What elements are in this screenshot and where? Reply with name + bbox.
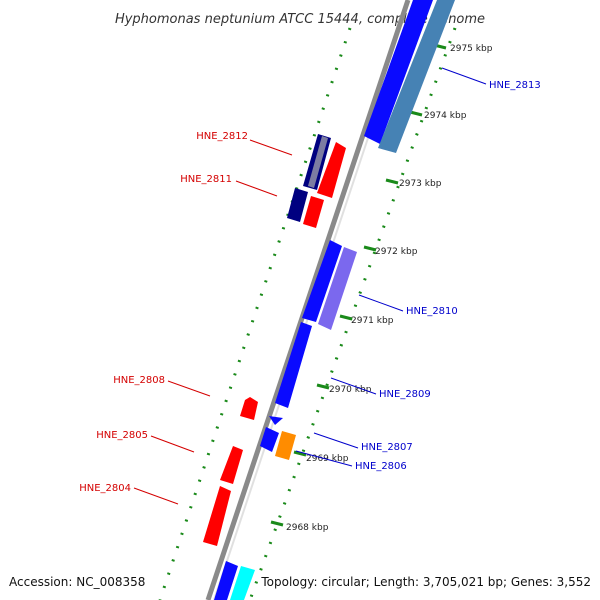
backbone-line xyxy=(205,0,411,600)
leader-line-HNE_2806 xyxy=(295,450,353,467)
feature-navy-HNE_2811[interactable] xyxy=(287,188,308,222)
leader-line-HNE_2808 xyxy=(167,380,211,397)
cds-forward-HNE_2807[interactable] xyxy=(260,427,279,452)
feature-orange-HNE_2806[interactable] xyxy=(275,431,296,460)
leader-line-HNE_2810 xyxy=(358,294,404,312)
gene-label-HNE_2813[interactable]: HNE_2813 xyxy=(489,80,541,91)
leader-line-HNE_2804 xyxy=(133,487,179,505)
kbp-label: 2975 kbp xyxy=(450,44,493,54)
kbp-label: 2971 kbp xyxy=(351,316,394,326)
cds-forward-bottom[interactable] xyxy=(214,561,238,600)
reverse-gene-labels: HNE_2812 HNE_2811 HNE_2808 HNE_2805 HNE_… xyxy=(79,131,248,494)
kbp-label: 2968 kbp xyxy=(286,523,329,533)
genome-summary-text: Topology: circular; Length: 3,705,021 bp… xyxy=(260,575,591,589)
cds-forward-HNE_2813[interactable] xyxy=(364,0,433,144)
leader-line-HNE_2811 xyxy=(235,180,278,197)
kbp-tick xyxy=(316,383,330,390)
kbp-tick xyxy=(339,314,353,321)
gene-label-HNE_2807[interactable]: HNE_2807 xyxy=(361,442,413,453)
cds-reverse-HNE_2804[interactable] xyxy=(203,486,231,546)
cds-forward-HNE_2809[interactable] xyxy=(275,322,312,408)
gene-label-HNE_2806[interactable]: HNE_2806 xyxy=(355,461,407,472)
cds-forward-small-HNE_2807[interactable] xyxy=(269,416,283,425)
kbp-label: 2974 kbp xyxy=(424,111,467,121)
gene-label-HNE_2804[interactable]: HNE_2804 xyxy=(79,483,131,494)
gene-label-HNE_2805[interactable]: HNE_2805 xyxy=(96,430,148,441)
reverse-strand-features xyxy=(203,134,346,546)
cds-reverse-HNE_2808[interactable] xyxy=(240,397,258,420)
accession-text: Accession: NC_008358 xyxy=(9,575,145,589)
cds-reverse-HNE_2805[interactable] xyxy=(220,446,243,484)
kbp-label: 2970 kbp xyxy=(329,385,372,395)
gene-label-HNE_2809[interactable]: HNE_2809 xyxy=(379,389,431,400)
kbp-label: 2973 kbp xyxy=(399,179,442,189)
cds-forward-HNE_2810[interactable] xyxy=(302,240,342,322)
gene-label-HNE_2812[interactable]: HNE_2812 xyxy=(196,131,248,142)
kbp-tick xyxy=(293,450,307,457)
kbp-label: 2972 kbp xyxy=(375,247,418,257)
cds-reverse-HNE_2812[interactable] xyxy=(317,142,346,198)
kbp-tick xyxy=(363,245,377,252)
cds-reverse-HNE_2811[interactable] xyxy=(303,196,324,228)
map-title: Hyphomonas neptunium ATCC 15444, complet… xyxy=(115,12,485,27)
gene-label-HNE_2808[interactable]: HNE_2808 xyxy=(113,375,165,386)
leader-line-HNE_2812 xyxy=(249,139,293,156)
forward-gene-leaders xyxy=(295,67,487,467)
forward-gene-labels: HNE_2813 HNE_2810 HNE_2809 HNE_2807 HNE_… xyxy=(355,80,541,472)
leader-line-HNE_2807 xyxy=(313,432,359,449)
kbp-ticks xyxy=(270,43,447,527)
forward-strand-features xyxy=(214,0,455,600)
gene-label-HNE_2811[interactable]: HNE_2811 xyxy=(180,174,232,185)
leader-line-HNE_2805 xyxy=(150,435,195,453)
feature-slate-HNE_2810[interactable] xyxy=(318,247,357,330)
leader-line-HNE_2809 xyxy=(330,377,377,395)
gene-label-HNE_2810[interactable]: HNE_2810 xyxy=(406,306,458,317)
feature-steelblue-HNE_2813[interactable] xyxy=(378,0,455,153)
leader-line-HNE_2813 xyxy=(441,67,487,85)
kbp-tick xyxy=(385,178,399,185)
reverse-gene-leaders xyxy=(133,139,293,505)
feature-cyan-bottom[interactable] xyxy=(230,566,255,600)
kbp-tick xyxy=(270,520,284,527)
feature-grey-HNE_2812[interactable] xyxy=(308,136,328,188)
kbp-tick xyxy=(409,110,423,117)
